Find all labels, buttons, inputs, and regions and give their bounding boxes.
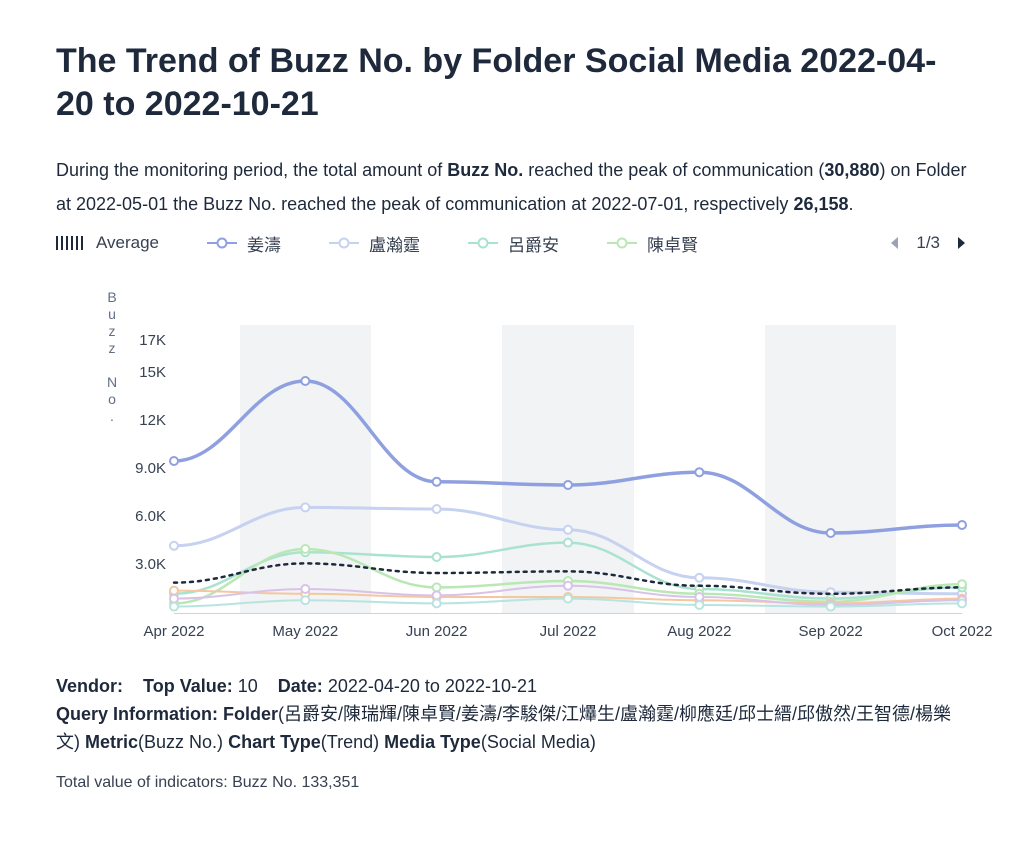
legend-item-1[interactable]: 姜濤 xyxy=(207,231,281,256)
page-title: The Trend of Buzz No. by Folder Social M… xyxy=(56,40,968,125)
chart-svg xyxy=(174,325,962,613)
legend-item-2[interactable]: 盧瀚霆 xyxy=(329,231,420,256)
topvalue-value: 10 xyxy=(238,676,258,696)
legend-pager: 1/3 xyxy=(888,233,968,253)
xtick-label: May 2022 xyxy=(272,623,338,640)
chart-footer: Vendor: Top Value: 10 Date: 2022-04-20 t… xyxy=(56,673,968,795)
series-marker xyxy=(301,504,309,512)
vendor-label: Vendor: xyxy=(56,676,123,696)
ytick-label: 3.0K xyxy=(112,556,166,573)
ytick-label: 6.0K xyxy=(112,508,166,525)
legend-label: 姜濤 xyxy=(247,231,281,256)
series-marker xyxy=(170,603,178,611)
xtick-label: Jun 2022 xyxy=(406,623,468,640)
series-marker xyxy=(170,542,178,550)
query-label: Query Information: xyxy=(56,704,218,724)
series-marker xyxy=(433,553,441,561)
series-marker xyxy=(301,585,309,593)
summary-metric: Buzz No. xyxy=(447,160,523,180)
metric-label: Metric xyxy=(85,732,138,752)
legend-label: 盧瀚霆 xyxy=(369,231,420,256)
series-marker xyxy=(564,582,572,590)
summary-mid1: reached the peak of communication ( xyxy=(523,160,824,180)
footer-total: Total value of indicators: Buzz No. 133,… xyxy=(56,771,968,796)
series-marker xyxy=(433,592,441,600)
series-marker xyxy=(958,600,966,608)
series-marker xyxy=(564,539,572,547)
yaxis-title: Buzz No. xyxy=(104,289,120,425)
series-marker xyxy=(695,593,703,601)
date-label: Date: xyxy=(278,676,323,696)
summary-prefix: During the monitoring period, the total … xyxy=(56,160,447,180)
chart-legend: Average 姜濤 盧瀚霆 呂爵安 陳卓賢 1/3 xyxy=(56,225,968,261)
series-marker xyxy=(958,521,966,529)
date-value: 2022-04-20 to 2022-10-21 xyxy=(328,676,537,696)
series-marker xyxy=(170,587,178,595)
ytick-label: 9.0K xyxy=(112,460,166,477)
series-marker xyxy=(564,481,572,489)
topvalue-label: Top Value: xyxy=(143,676,233,696)
ytick-label: 15K xyxy=(112,364,166,381)
xtick-label: Sep 2022 xyxy=(799,623,863,640)
series-marker xyxy=(827,529,835,537)
legend-label: 陳卓賢 xyxy=(647,231,698,256)
legend-item-4[interactable]: 陳卓賢 xyxy=(607,231,698,256)
summary-peak1: 30,880 xyxy=(824,160,879,180)
series-marker xyxy=(433,478,441,486)
ytick-label: 17K xyxy=(112,332,166,349)
mediatype-label: Media Type xyxy=(384,732,481,752)
xtick-label: Oct 2022 xyxy=(932,623,993,640)
series-marker xyxy=(958,581,966,589)
series-marker xyxy=(433,600,441,608)
summary-suffix: . xyxy=(849,194,854,214)
series-marker xyxy=(170,457,178,465)
series-marker xyxy=(695,601,703,609)
series-marker xyxy=(564,595,572,603)
series-marker xyxy=(695,469,703,477)
footer-query: Query Information: Folder(呂爵安/陳瑞輝/陳卓賢/姜濤… xyxy=(56,701,968,757)
summary-text: During the monitoring period, the total … xyxy=(56,153,968,221)
legend-next-icon[interactable] xyxy=(954,236,968,250)
series-marker-icon xyxy=(468,236,498,250)
charttype-value: (Trend) xyxy=(321,732,379,752)
legend-label: Average xyxy=(96,233,159,253)
folder-label: Folder xyxy=(223,704,278,724)
chart-plot-area xyxy=(174,325,962,613)
legend-label: 呂爵安 xyxy=(508,231,559,256)
series-marker xyxy=(301,377,309,385)
series-marker xyxy=(301,545,309,553)
series-marker-icon xyxy=(207,236,237,250)
xtick-label: Apr 2022 xyxy=(144,623,205,640)
legend-item-3[interactable]: 呂爵安 xyxy=(468,231,559,256)
bars-icon xyxy=(56,236,86,250)
series-marker-icon xyxy=(607,236,637,250)
ytick-label: 12K xyxy=(112,412,166,429)
xtick-label: Jul 2022 xyxy=(540,623,597,640)
legend-prev-icon[interactable] xyxy=(888,236,902,250)
trend-chart: Buzz No. 3.0K 6.0K 9.0K 12K 15K 17K Apr 2022 Ma… xyxy=(56,261,968,651)
xtick-label: Aug 2022 xyxy=(667,623,731,640)
series-marker xyxy=(695,574,703,582)
series-marker xyxy=(301,597,309,605)
chart-baseline xyxy=(174,613,962,614)
legend-item-0[interactable]: Average xyxy=(56,233,159,253)
metric-value: (Buzz No.) xyxy=(138,732,223,752)
footer-row-meta: Vendor: Top Value: 10 Date: 2022-04-20 t… xyxy=(56,673,968,701)
series-marker-icon xyxy=(329,236,359,250)
series-marker xyxy=(827,603,835,611)
series-marker xyxy=(170,595,178,603)
summary-peak2: 26,158 xyxy=(793,194,848,214)
mediatype-value: (Social Media) xyxy=(481,732,596,752)
legend-page-indicator: 1/3 xyxy=(916,233,940,253)
series-marker xyxy=(433,584,441,592)
series-marker xyxy=(433,505,441,513)
series-line xyxy=(174,381,962,533)
charttype-label: Chart Type xyxy=(228,732,321,752)
series-marker xyxy=(564,526,572,534)
